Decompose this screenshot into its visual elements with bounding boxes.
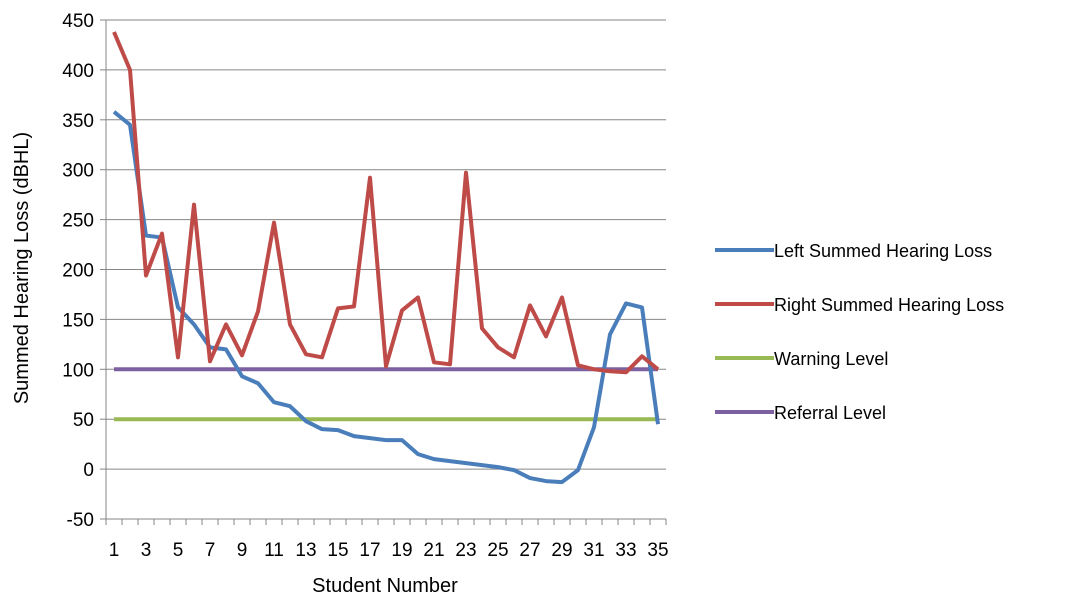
legend-label-3: Referral Level (774, 403, 886, 423)
x-tick-label: 13 (295, 540, 316, 561)
y-axis-ticks: -50 0 50 100 150 200 250 300 350 400 450 (62, 11, 106, 531)
x-tick-label: 23 (455, 540, 476, 561)
x-tick-label: 17 (359, 540, 380, 561)
y-tick-label: 450 (62, 11, 94, 32)
x-tick-label: 25 (487, 540, 508, 561)
x-tick-label: 27 (519, 540, 540, 561)
x-tick-label: 35 (647, 540, 668, 561)
x-tick-label: 33 (615, 540, 636, 561)
legend-label-1: Right Summed Hearing Loss (774, 295, 1004, 315)
y-tick-label: 350 (62, 111, 94, 132)
x-tick-label: 9 (237, 540, 248, 561)
series-lines (112, 31, 660, 485)
x-tick-label: 29 (551, 540, 572, 561)
y-tick-label: 0 (83, 460, 94, 481)
y-tick-label: 50 (73, 410, 94, 431)
legend-label-0: Left Summed Hearing Loss (774, 241, 992, 261)
x-tick-label: 15 (327, 540, 348, 561)
series-line-0 (112, 110, 660, 485)
x-tick-label: 31 (583, 540, 604, 561)
y-tick-label: 200 (62, 261, 94, 282)
x-axis: 1 3 5 7 9 11 13 15 17 19 21 23 25 27 29 31 33 35 (105, 20, 669, 561)
x-tick-label: 11 (264, 540, 284, 561)
series-line-1 (112, 31, 660, 375)
x-tick-label: 3 (141, 540, 152, 561)
x-tick-label: 19 (391, 540, 412, 561)
y-axis-title: Summed Hearing Loss (dBHL) (11, 132, 33, 404)
x-axis-title: Student Number (312, 575, 458, 597)
y-tick-label: 150 (62, 310, 94, 331)
legend: Left Summed Hearing Loss Right Summed Hea… (715, 241, 1004, 423)
y-tick-label: -50 (67, 510, 94, 531)
x-tick-label: 5 (173, 540, 184, 561)
y-tick-label: 250 (62, 211, 94, 232)
legend-label-2: Warning Level (774, 349, 888, 369)
y-tick-label: 300 (62, 161, 94, 182)
x-tick-label: 21 (423, 540, 444, 561)
y-tick-label: 400 (62, 61, 94, 82)
x-tick-label: 7 (205, 540, 216, 561)
y-tick-label: 100 (62, 360, 94, 381)
x-tick-label: 1 (109, 540, 120, 561)
